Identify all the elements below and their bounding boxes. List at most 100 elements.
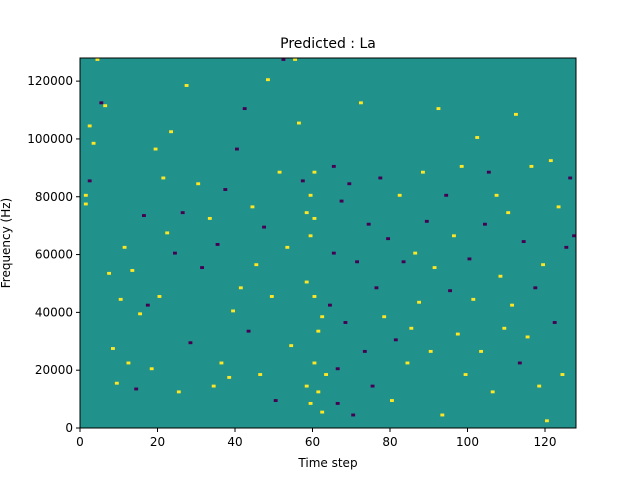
y-axis-label: Frequency (Hz): [0, 198, 13, 289]
heatmap-cell: [517, 361, 522, 365]
heatmap-cell: [184, 84, 189, 87]
plot-frame: [79, 57, 577, 429]
heatmap-cell: [486, 170, 491, 174]
heatmap-cell: [320, 315, 325, 319]
heatmap-cell: [145, 303, 150, 307]
heatmap-cell: [331, 251, 336, 255]
heatmap-cell: [308, 234, 313, 238]
heatmap-cell: [153, 147, 158, 151]
heatmap-cell: [390, 399, 394, 402]
heatmap-cell: [467, 257, 472, 261]
heatmap-cell: [521, 240, 526, 243]
heatmap-cell: [452, 234, 456, 238]
heatmap-cell: [266, 78, 270, 82]
heatmap-cell: [483, 222, 487, 226]
heatmap-cell: [409, 326, 414, 330]
heatmap-cell: [304, 384, 309, 388]
plot-background: [80, 58, 576, 428]
y-axis-ticks: 0 20000 40000 60000 80000 100000 120000: [27, 74, 80, 435]
y-tick-label: 120000: [27, 74, 73, 88]
heatmap-cell: [339, 199, 344, 203]
heatmap-cell: [111, 347, 115, 350]
chart-title: Predicted : La: [280, 36, 376, 52]
heatmap-cell: [196, 182, 201, 186]
heatmap-cell: [541, 263, 546, 267]
heatmap-cell: [254, 263, 259, 267]
heatmap-cell: [215, 243, 220, 246]
heatmap-cell: [564, 245, 569, 249]
heatmap-cell: [440, 413, 445, 417]
x-axis-label: Time step: [297, 456, 357, 470]
y-tick-label: 60000: [35, 248, 73, 262]
y-tick-label: 80000: [35, 190, 73, 204]
heatmap-cell: [378, 176, 383, 180]
heatmap-cell: [91, 141, 96, 145]
heatmap-cell: [308, 193, 313, 197]
heatmap-cell: [328, 303, 332, 307]
heatmap-cell: [479, 349, 484, 353]
heatmap-cell: [87, 124, 92, 128]
heatmap-cell: [490, 390, 495, 394]
heatmap-cell: [165, 231, 170, 235]
heatmap-cell: [548, 159, 553, 163]
heatmap-cell: [312, 170, 317, 174]
heatmap-cell: [157, 295, 162, 298]
heatmap-cell: [506, 211, 511, 215]
heatmap-cell: [421, 170, 425, 174]
heatmap-cell: [359, 101, 363, 105]
heatmap-cell: [262, 225, 267, 229]
heatmap-cell: [238, 286, 243, 290]
heatmap-cell: [188, 341, 193, 345]
x-tick-label: 80: [382, 435, 397, 449]
heatmap-cell: [235, 147, 239, 151]
heatmap-cell: [304, 280, 309, 284]
y-tick-label: 20000: [35, 363, 73, 377]
heatmap-cell: [316, 390, 321, 394]
heatmap-cell: [227, 375, 232, 379]
heatmap-cell: [304, 211, 309, 215]
heatmap-cell: [401, 260, 406, 264]
x-axis-ticks: 0 20 40 60 80 100 120: [76, 428, 556, 449]
heatmap-cell: [335, 401, 340, 405]
heatmap-cell: [335, 367, 340, 371]
heatmap-cell: [83, 202, 88, 206]
heatmap-cell: [448, 289, 453, 293]
heatmap-cell: [405, 361, 410, 365]
heatmap-cell: [533, 286, 538, 290]
heatmap-cell: [355, 260, 360, 264]
heatmap-cell: [459, 164, 464, 168]
heatmap-cell: [281, 58, 286, 61]
heatmap-cell: [552, 321, 557, 324]
heatmap-cell: [289, 344, 294, 348]
heatmap-cell: [231, 309, 236, 313]
heatmap-cell: [300, 179, 305, 183]
heatmap-cell: [413, 251, 418, 255]
heatmap-cell: [455, 332, 460, 336]
heatmap-cell: [545, 419, 549, 423]
heatmap-cell: [223, 188, 228, 191]
heatmap-cell: [475, 136, 480, 139]
heatmap-cell: [366, 222, 371, 226]
heatmap-cell: [173, 251, 177, 255]
heatmap-cell: [510, 303, 515, 307]
heatmap-cell: [362, 349, 367, 353]
heatmap-cell: [424, 219, 429, 223]
heatmap-cell: [176, 390, 181, 394]
heatmap-cell: [134, 387, 139, 391]
heatmap-cell: [130, 269, 135, 272]
y-tick-label: 40000: [35, 305, 73, 319]
heatmap-cell: [370, 384, 375, 388]
heatmap-cell: [138, 312, 143, 316]
heatmap-cell: [126, 361, 131, 365]
heatmap-cell: [560, 373, 565, 376]
heatmap-cells: [83, 58, 577, 423]
heatmap-cell: [417, 300, 422, 304]
heatmap-cell: [308, 401, 313, 405]
heatmap-cell: [343, 321, 348, 324]
heatmap-cell: [312, 295, 317, 298]
heatmap-cell: [331, 164, 336, 168]
heatmap-cell: [242, 107, 247, 111]
heatmap-cell: [324, 373, 329, 376]
heatmap-cell: [87, 179, 92, 183]
